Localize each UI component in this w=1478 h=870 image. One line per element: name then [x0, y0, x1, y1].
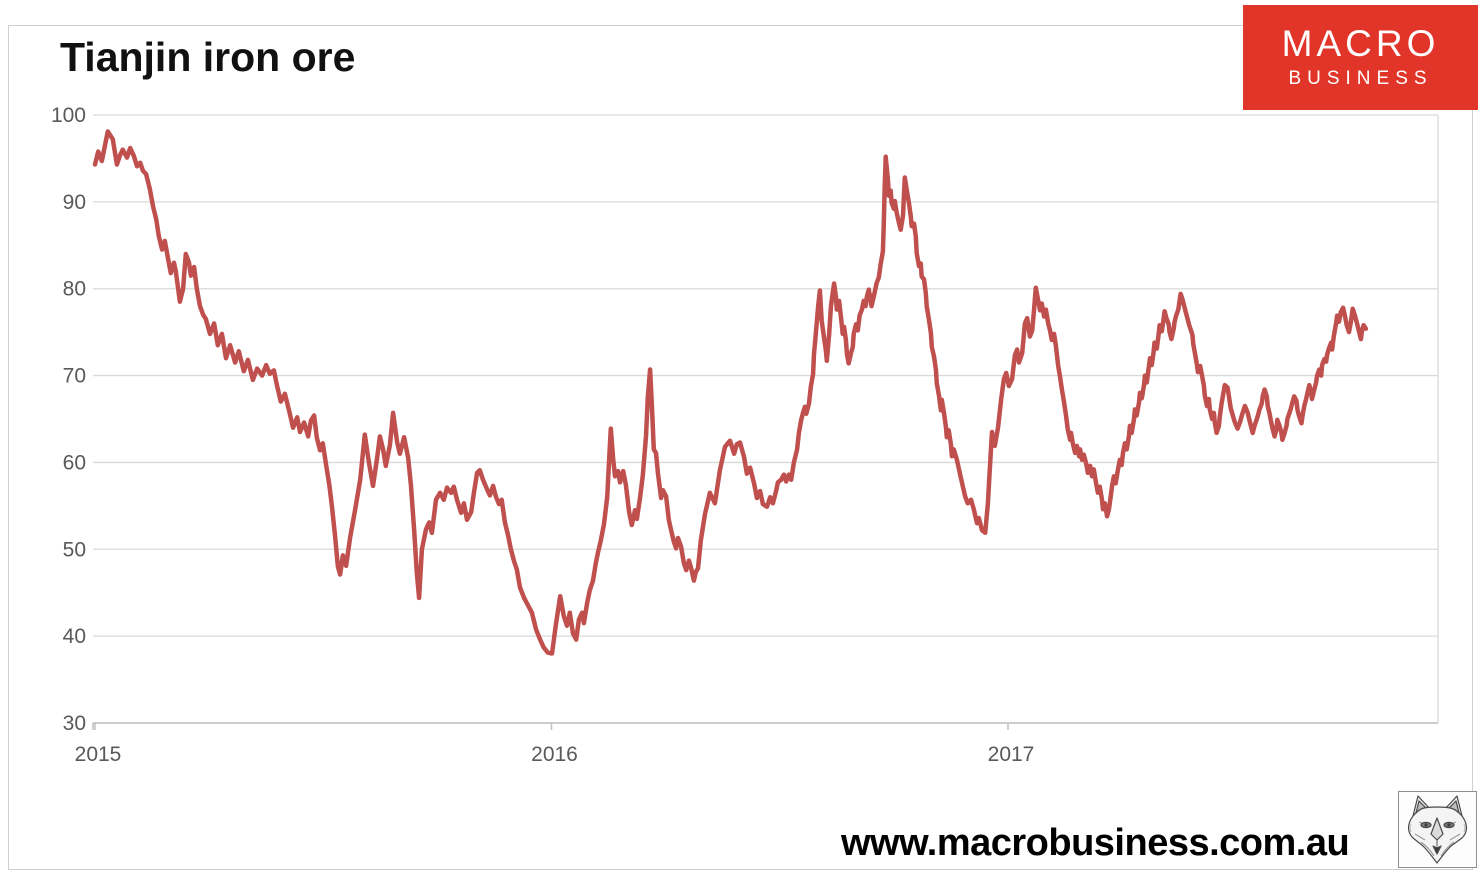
wolf-sketch-icon	[1407, 795, 1468, 864]
y-tick-label-30: 30	[63, 712, 86, 735]
wolf-logo-frame	[1398, 791, 1477, 868]
y-tick-label-60: 60	[63, 451, 86, 474]
macrobusiness-logo: MACRO BUSINESS	[1243, 5, 1478, 110]
y-tick-label-90: 90	[63, 191, 86, 214]
chart-title: Tianjin iron ore	[60, 34, 356, 80]
x-tick-label-2016: 2016	[531, 743, 578, 766]
website-url: www.macrobusiness.com.au	[841, 822, 1350, 864]
y-tick-label-40: 40	[63, 625, 86, 648]
price-series-line	[92, 129, 1369, 656]
y-tick-label-70: 70	[63, 365, 86, 388]
y-tick-label-100: 100	[51, 104, 86, 127]
y-tick-label-80: 80	[63, 278, 86, 301]
x-tick-label-2017: 2017	[988, 743, 1035, 766]
x-tick-label-2015: 2015	[75, 743, 122, 766]
y-tick-label-50: 50	[63, 538, 86, 561]
logo-text-macro: MACRO	[1281, 23, 1440, 65]
logo-text-business: BUSINESS	[1288, 67, 1433, 89]
